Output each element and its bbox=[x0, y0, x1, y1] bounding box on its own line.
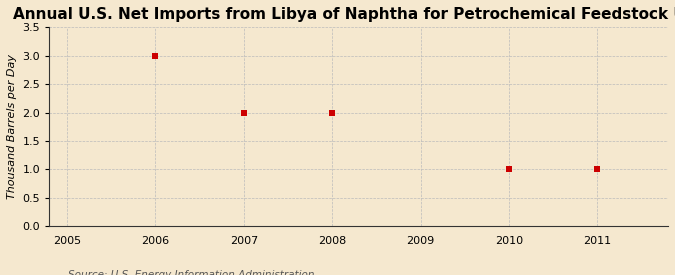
Text: Source: U.S. Energy Information Administration: Source: U.S. Energy Information Administ… bbox=[68, 271, 314, 275]
Point bbox=[504, 167, 514, 172]
Point bbox=[327, 110, 338, 115]
Y-axis label: Thousand Barrels per Day: Thousand Barrels per Day bbox=[7, 54, 17, 199]
Point bbox=[150, 54, 161, 58]
Point bbox=[592, 167, 603, 172]
Title: Annual U.S. Net Imports from Libya of Naphtha for Petrochemical Feedstock Use: Annual U.S. Net Imports from Libya of Na… bbox=[13, 7, 675, 22]
Point bbox=[238, 110, 249, 115]
